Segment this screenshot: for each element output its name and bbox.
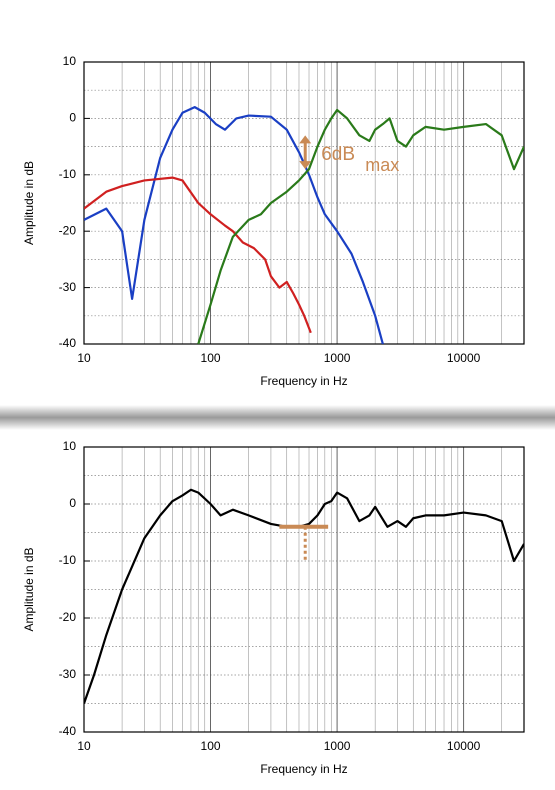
annotation-text: 6dB xyxy=(321,144,355,165)
y-tick-label: -40 xyxy=(59,336,77,350)
y-axis-title: Amplitude in dB xyxy=(22,161,36,245)
series-line xyxy=(197,108,524,344)
x-tick-label: 10000 xyxy=(447,351,481,365)
y-tick-label: 0 xyxy=(69,496,76,510)
x-tick-label: 100 xyxy=(201,739,221,753)
y-axis-title: Amplitude in dB xyxy=(22,547,36,631)
x-tick-label: 10000 xyxy=(447,739,481,753)
y-tick-label: -30 xyxy=(59,667,77,681)
plot-border xyxy=(83,446,525,733)
x-axis-title: Frequency in Hz xyxy=(260,762,347,776)
plot-border xyxy=(83,61,525,345)
x-tick-label: 1000 xyxy=(324,351,351,365)
y-tick-label: -10 xyxy=(59,553,77,567)
y-tick-label: -10 xyxy=(59,167,77,181)
y-tick-label: 10 xyxy=(63,54,77,68)
x-tick-label: 100 xyxy=(201,351,221,365)
y-tick-label: -30 xyxy=(59,280,77,294)
y-tick-label: 10 xyxy=(63,439,77,453)
annotation-subscript: max xyxy=(365,155,399,175)
y-tick-label: -40 xyxy=(59,724,77,738)
y-tick-label: -20 xyxy=(59,610,77,624)
x-tick-label: 1000 xyxy=(324,739,351,753)
y-tick-label: -20 xyxy=(59,223,77,237)
x-tick-label: 10 xyxy=(77,351,91,365)
arrow-head xyxy=(299,135,312,144)
series-line xyxy=(84,106,384,344)
y-tick-label: 0 xyxy=(69,111,76,125)
series-line xyxy=(84,488,524,704)
plot-area xyxy=(84,447,524,732)
separator xyxy=(0,405,555,430)
arrow-head xyxy=(299,161,312,170)
plot-area xyxy=(84,62,524,344)
series-line xyxy=(84,176,312,334)
x-axis-title: Frequency in Hz xyxy=(260,374,347,388)
x-tick-label: 10 xyxy=(77,739,91,753)
